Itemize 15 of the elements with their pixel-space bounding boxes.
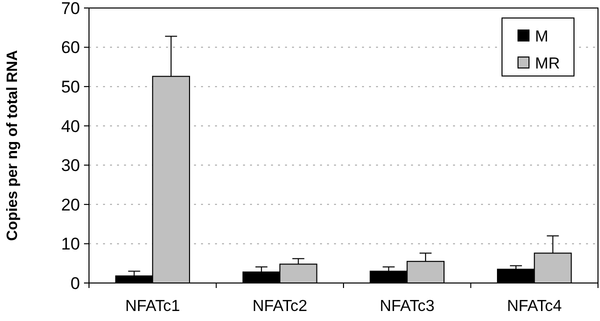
y-tick-label: 50 xyxy=(61,78,80,97)
x-tick-label: NFATc1 xyxy=(125,298,180,315)
legend-label: MR xyxy=(535,56,560,73)
x-tick-label: NFATc4 xyxy=(506,298,562,315)
y-tick-label: 60 xyxy=(61,38,80,58)
y-tick-label: 10 xyxy=(61,234,80,254)
y-axis-title: Copies per ng of total RNA xyxy=(4,50,21,241)
y-tick-label: 40 xyxy=(61,116,80,136)
y-tick-label: 20 xyxy=(61,195,80,214)
y-tick-label: 0 xyxy=(70,274,80,293)
x-tick-label: NFATc3 xyxy=(380,298,435,315)
x-tick-label: NFATc2 xyxy=(252,298,308,315)
y-tick-label: 70 xyxy=(61,0,80,18)
legend-label: M xyxy=(535,28,548,46)
y-tick-label: 30 xyxy=(61,156,80,176)
